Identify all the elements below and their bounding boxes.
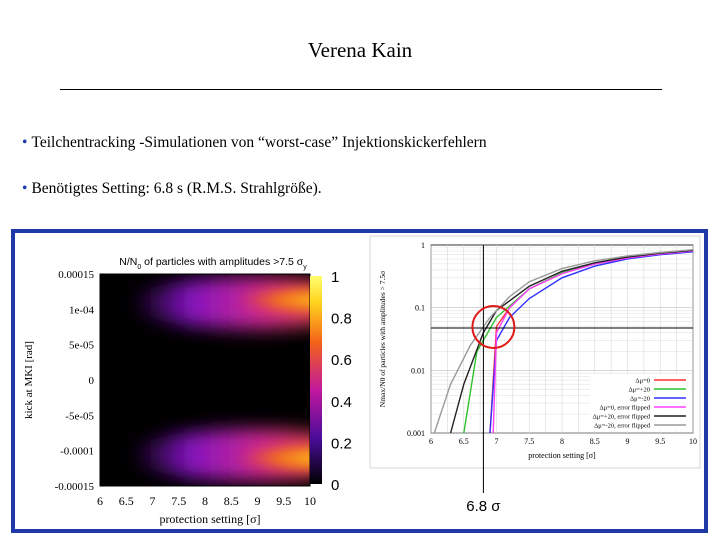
heatmap-chart: N/N0 of particles with amplitudes >7.5 σ… (23, 256, 352, 526)
line-x-tick-label: 8.5 (590, 437, 600, 446)
setting-annotation: 6.8 σ (466, 498, 501, 515)
legend-box (590, 374, 691, 431)
line-x-tick-label: 9 (626, 437, 630, 446)
legend-entry-label: Δμ=0, error flipped (600, 405, 651, 412)
colorbar-tick-label: 0.4 (331, 394, 352, 411)
line-x-axis-label: protection setting [σ] (528, 451, 596, 460)
line-y-tick-label: 1 (421, 241, 425, 250)
colorbar-tick-label: 1 (331, 269, 339, 286)
heatmap-x-tick-label: 7.5 (171, 494, 186, 508)
bullet-text: Benötigtes Setting: 6.8 s (R.M.S. Strahl… (31, 180, 322, 197)
colorbar-tick-label: 0.2 (331, 435, 352, 452)
line-y-tick-label: 0.001 (407, 429, 425, 438)
title-divider (60, 89, 662, 90)
highlight-circle (471, 305, 516, 349)
colorbar-tick-label: 0 (331, 477, 339, 494)
colorbar-tick-label: 0.6 (331, 352, 352, 369)
legend-entry-label: Δμ=+20, error flipped (593, 414, 651, 421)
heatmap-x-axis-label: protection setting [σ] (159, 512, 260, 526)
line-x-tick-label: 7.5 (524, 437, 534, 446)
heatmap-upper-core (215, 286, 310, 314)
heatmap-y-tick-label: 0.00015 (58, 269, 94, 281)
legend-entry-label: Δμ=-20, error flipped (594, 423, 651, 430)
heatmap-y-axis-label: kick at MKI [rad] (23, 341, 35, 419)
legend-entry-label: Δμ=+20 (629, 387, 651, 394)
line-x-tick-label: 8 (560, 437, 564, 446)
heatmap-x-tick-label: 6 (97, 494, 103, 508)
series-line (433, 249, 694, 434)
heatmap-lower-core (215, 444, 310, 472)
line-y-tick-label: 0.1 (415, 304, 425, 313)
bullet-icon: • (22, 180, 28, 197)
heatmap-y-tick-label: 5e-05 (69, 340, 95, 352)
colorbar-tick-label: 0.8 (331, 311, 352, 328)
line-y-tick-label: 0.01 (411, 366, 425, 375)
legend-entry-label: Δμ=0 (635, 378, 650, 385)
line-x-tick-label: 6.5 (459, 437, 469, 446)
heatmap-title: N/N0 of particles with amplitudes >7.5 σ… (119, 256, 307, 271)
heatmap-x-tick-label: 7 (150, 494, 156, 508)
heatmap-y-tick-label: 1e-04 (69, 304, 95, 316)
line-x-tick-label: 6 (429, 437, 433, 446)
heatmap-y-tick-label: -5e-05 (65, 410, 94, 422)
heatmap-x-tick-label: 8.5 (224, 494, 239, 508)
heatmap-x-tick-label: 8 (202, 494, 208, 508)
line-y-axis-label: Nmax/N0 of particles with amplitudes > 7… (378, 271, 387, 407)
heatmap-x-tick-label: 6.5 (119, 494, 134, 508)
heatmap-colorbar (310, 276, 322, 484)
heatmap-y-tick-label: -0.00015 (55, 481, 95, 493)
series-line (492, 250, 694, 434)
slide-title: Verena Kain (307, 38, 413, 62)
bullet-text: Teilchentracking -Simulationen von “wors… (31, 134, 487, 151)
heatmap-x-tick-label: 9 (255, 494, 261, 508)
line-x-tick-label: 7 (495, 437, 499, 446)
heatmap-y-tick-label: 0 (89, 375, 95, 387)
series-line (489, 251, 694, 434)
line-x-tick-label: 9.5 (655, 437, 665, 446)
heatmap-x-tick-label: 9.5 (276, 494, 291, 508)
bullet-item: • Teilchentracking -Simulationen von “wor… (22, 134, 487, 152)
bullet-item: • Benötigtes Setting: 6.8 s (R.M.S. Strah… (22, 180, 322, 198)
series-line (449, 249, 694, 434)
legend-entry-label: Δμ=-20 (630, 396, 650, 403)
line-x-tick-label: 10 (689, 437, 697, 446)
heatmap-y-tick-label: -0.0001 (60, 446, 94, 458)
heatmap-x-tick-label: 10 (304, 494, 316, 508)
bullet-icon: • (22, 134, 28, 151)
line-chart: 6 6.5 7 7.5 8 8.5 9 9.5 10 1 0.1 0.01 0.001 Δμ=0 Δμ=… (369, 235, 701, 515)
